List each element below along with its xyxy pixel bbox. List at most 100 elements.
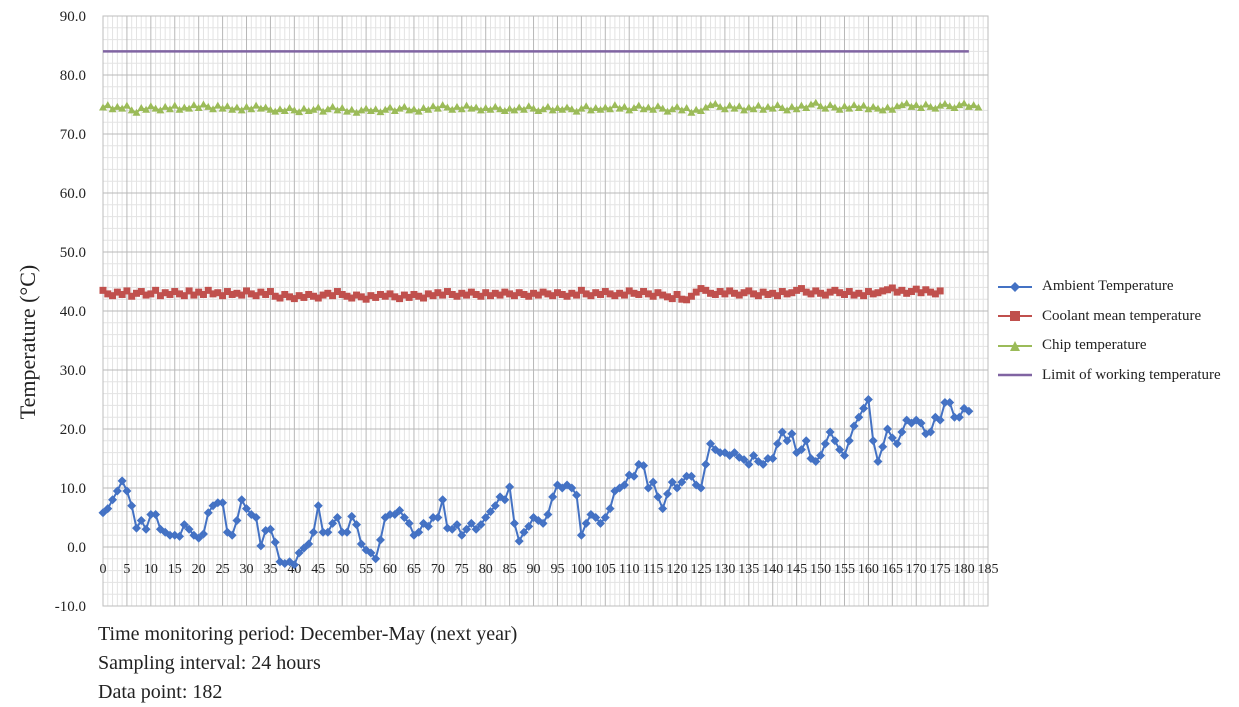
data-point bbox=[179, 520, 189, 530]
x-tick-label: 180 bbox=[954, 562, 975, 577]
data-point bbox=[902, 99, 911, 107]
y-tick-label: -10.0 bbox=[55, 599, 86, 615]
data-point bbox=[256, 541, 266, 551]
data-point bbox=[897, 101, 906, 109]
data-point bbox=[534, 106, 543, 114]
data-point bbox=[878, 442, 888, 452]
data-point bbox=[309, 292, 317, 300]
data-point bbox=[744, 103, 753, 111]
data-point bbox=[549, 292, 557, 300]
data-point bbox=[888, 105, 897, 113]
data-point bbox=[410, 290, 418, 298]
data-point bbox=[227, 530, 237, 540]
data-point bbox=[773, 439, 783, 449]
data-point bbox=[625, 106, 634, 114]
data-point bbox=[817, 289, 825, 297]
data-point bbox=[127, 106, 136, 114]
data-point bbox=[844, 436, 854, 446]
data-point bbox=[548, 492, 558, 502]
data-point bbox=[332, 513, 342, 522]
data-point bbox=[112, 486, 122, 496]
data-point bbox=[950, 412, 960, 422]
data-point bbox=[505, 104, 514, 112]
x-tick-label: 165 bbox=[882, 562, 903, 577]
data-point bbox=[701, 459, 711, 469]
data-point bbox=[323, 105, 332, 113]
x-tick-label: 150 bbox=[810, 562, 831, 577]
data-point bbox=[964, 406, 974, 416]
data-point bbox=[176, 290, 184, 298]
data-point bbox=[634, 101, 643, 109]
data-point bbox=[697, 285, 705, 293]
data-point bbox=[874, 289, 882, 297]
data-point bbox=[243, 287, 251, 295]
data-point bbox=[696, 483, 706, 493]
data-point bbox=[572, 490, 582, 500]
data-point bbox=[534, 291, 542, 299]
data-point bbox=[285, 104, 294, 112]
data-point bbox=[295, 292, 303, 300]
data-point bbox=[581, 518, 591, 528]
data-point bbox=[922, 286, 930, 294]
data-point bbox=[490, 501, 500, 511]
data-point bbox=[367, 292, 375, 300]
data-point bbox=[180, 103, 189, 111]
series-chip-temperature bbox=[99, 98, 983, 116]
square-marker-icon bbox=[998, 311, 1032, 322]
data-point bbox=[395, 505, 405, 515]
data-point bbox=[519, 527, 529, 537]
data-point bbox=[433, 104, 442, 112]
data-point bbox=[754, 292, 762, 300]
note-data-point: Data point: 182 bbox=[98, 681, 223, 703]
data-point bbox=[606, 105, 615, 113]
data-point bbox=[820, 439, 830, 449]
data-point bbox=[768, 454, 778, 463]
data-point bbox=[453, 102, 461, 110]
data-point bbox=[907, 288, 915, 296]
data-point bbox=[458, 289, 466, 297]
data-point bbox=[720, 105, 729, 113]
data-point bbox=[754, 101, 763, 109]
data-point bbox=[324, 289, 332, 297]
data-point bbox=[653, 102, 662, 110]
data-point bbox=[500, 495, 510, 505]
data-point bbox=[649, 105, 658, 113]
data-point bbox=[611, 292, 619, 300]
data-point bbox=[362, 295, 370, 303]
data-point bbox=[352, 108, 361, 116]
data-point bbox=[476, 106, 485, 114]
data-point bbox=[438, 495, 448, 505]
data-point bbox=[716, 288, 724, 296]
x-tick-label: 40 bbox=[287, 562, 301, 577]
data-point bbox=[232, 515, 242, 525]
data-point bbox=[892, 439, 902, 449]
data-point bbox=[802, 288, 810, 296]
x-tick-label: 130 bbox=[714, 562, 735, 577]
data-point bbox=[391, 293, 399, 301]
data-point bbox=[673, 290, 681, 298]
data-point bbox=[390, 106, 399, 114]
x-tick-label: 100 bbox=[571, 562, 592, 577]
data-point bbox=[706, 439, 716, 449]
data-point bbox=[146, 510, 156, 520]
data-point bbox=[940, 397, 950, 407]
data-point bbox=[333, 106, 342, 114]
data-point bbox=[424, 290, 432, 298]
data-point bbox=[543, 102, 552, 110]
x-tick-label: 55 bbox=[359, 562, 373, 577]
data-point bbox=[237, 106, 246, 114]
data-point bbox=[443, 103, 452, 111]
data-point bbox=[744, 459, 754, 469]
data-point bbox=[404, 518, 414, 528]
data-point bbox=[299, 104, 308, 112]
data-point bbox=[686, 471, 696, 481]
data-point bbox=[141, 524, 151, 534]
data-point bbox=[543, 510, 553, 520]
data-point bbox=[371, 554, 381, 564]
data-point bbox=[472, 103, 481, 111]
data-point bbox=[893, 288, 901, 296]
data-point bbox=[811, 98, 820, 106]
x-tick-label: 115 bbox=[643, 562, 663, 577]
data-point bbox=[457, 530, 467, 540]
data-point bbox=[117, 476, 127, 486]
